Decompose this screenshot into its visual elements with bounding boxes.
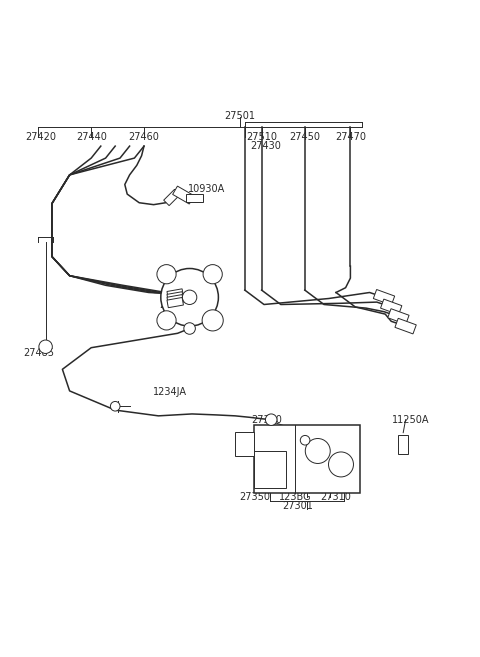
Circle shape — [157, 265, 176, 284]
Polygon shape — [398, 435, 408, 454]
Polygon shape — [186, 194, 203, 202]
Polygon shape — [388, 309, 409, 325]
Circle shape — [157, 311, 176, 330]
Polygon shape — [167, 289, 183, 299]
Bar — [254, 451, 286, 488]
Text: 27330: 27330 — [251, 415, 282, 424]
Text: 27440: 27440 — [76, 133, 107, 143]
Text: 27310: 27310 — [321, 493, 351, 503]
Polygon shape — [167, 298, 183, 307]
Polygon shape — [167, 292, 183, 302]
Text: 27501: 27501 — [225, 111, 255, 122]
Circle shape — [110, 401, 120, 411]
Circle shape — [265, 414, 277, 426]
Text: 27420: 27420 — [25, 133, 56, 143]
Text: 27510: 27510 — [246, 133, 277, 143]
Text: 123BG: 123BG — [279, 493, 312, 503]
Text: 96910: 96910 — [162, 309, 193, 319]
Text: 27450: 27450 — [289, 133, 320, 143]
Bar — [235, 432, 254, 456]
Text: 27485: 27485 — [23, 348, 54, 357]
Polygon shape — [173, 186, 194, 204]
Circle shape — [305, 438, 330, 463]
Polygon shape — [164, 189, 180, 206]
Text: 27350: 27350 — [239, 493, 270, 503]
Circle shape — [182, 290, 197, 304]
Text: 10930A: 10930A — [188, 185, 225, 194]
Bar — [254, 426, 360, 493]
Text: 27460: 27460 — [129, 133, 159, 143]
Polygon shape — [395, 318, 416, 334]
Circle shape — [161, 269, 218, 326]
Text: 1234JA: 1234JA — [154, 387, 187, 397]
Text: 27180A: 27180A — [159, 300, 196, 311]
Circle shape — [300, 436, 310, 445]
Text: 27470: 27470 — [335, 133, 366, 143]
Text: 27301: 27301 — [282, 501, 313, 511]
Circle shape — [328, 452, 353, 477]
Text: 11250A: 11250A — [392, 415, 429, 424]
Circle shape — [39, 340, 52, 353]
Circle shape — [203, 265, 222, 284]
Text: 27430: 27430 — [251, 141, 281, 150]
Polygon shape — [381, 299, 402, 315]
Circle shape — [202, 310, 223, 331]
Polygon shape — [373, 290, 395, 305]
Circle shape — [184, 323, 195, 334]
Polygon shape — [167, 294, 183, 305]
Ellipse shape — [169, 311, 210, 323]
